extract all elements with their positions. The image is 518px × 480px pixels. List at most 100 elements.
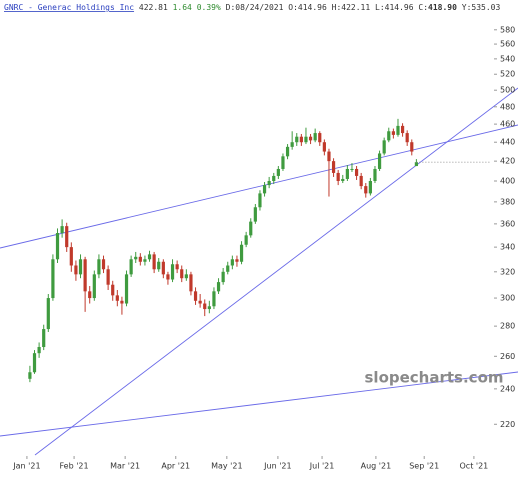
date-label: D: [226, 3, 236, 12]
candle-body [308, 136, 313, 141]
candle-body [203, 303, 207, 310]
candle-body [354, 168, 359, 176]
candle-body [239, 244, 244, 262]
high: 422.11 [341, 3, 370, 12]
candle-body [262, 185, 267, 194]
header: GNRC - Generac Holdings Inc 422.81 1.64 … [4, 3, 500, 12]
symbol[interactable]: GNRC - Generac Holdings Inc [4, 3, 134, 12]
candle-body [216, 282, 221, 292]
open-label: O: [288, 3, 298, 12]
candle-body [318, 133, 322, 143]
candle-body [226, 265, 230, 272]
candle-body [28, 372, 32, 379]
watermark: slopecharts.com [365, 369, 504, 387]
x-tick-label: Apr '21 [161, 462, 190, 471]
candle-body [88, 291, 92, 299]
y-tick-label: 400 [500, 176, 515, 185]
x-tick-label: Feb '21 [60, 462, 89, 471]
candle-body [138, 256, 142, 262]
candle-body [249, 221, 253, 236]
candle-body [161, 261, 165, 275]
candle-body [359, 175, 363, 187]
candle-body [115, 295, 119, 301]
candle-body [391, 131, 395, 135]
last-price: 422.81 [139, 3, 168, 12]
y-tick-label: 360 [500, 219, 515, 228]
candle-body [32, 353, 37, 373]
candle-body [410, 142, 414, 152]
candle-body [373, 168, 377, 181]
trend-lines [0, 87, 518, 456]
candle-body [322, 142, 326, 152]
candle-body [69, 247, 73, 266]
y-tick-label: 320 [500, 267, 515, 276]
candle-body [414, 162, 418, 167]
candle-body [368, 180, 372, 194]
candle-body [120, 300, 124, 304]
candle-body [336, 172, 340, 181]
candle-body [345, 168, 349, 179]
candle-body [304, 136, 308, 143]
change: 1.64 [173, 3, 192, 12]
candle-body [51, 259, 55, 299]
y-tick-label: 560 [500, 40, 515, 49]
close-label: C: [418, 3, 428, 12]
x-tick-label: Jun '21 [263, 462, 291, 471]
change-pct: 0.39% [197, 3, 221, 12]
candle-body [106, 269, 110, 285]
candle-body [400, 125, 405, 134]
candle-body [341, 178, 345, 181]
y-tick-label: 500 [500, 86, 515, 95]
y-tick-label: 580 [500, 25, 515, 34]
candle-body [74, 265, 78, 275]
candle-body [189, 274, 193, 292]
candle-body [387, 131, 391, 141]
x-tick-label: Mar '21 [110, 462, 140, 471]
candle-body [276, 168, 280, 176]
candle-body [42, 329, 46, 348]
y-value: 535.03 [471, 3, 500, 12]
y-tick-label: 540 [500, 54, 515, 63]
candle-body [382, 140, 386, 154]
candle-body [55, 233, 60, 260]
x-tick-label: Jul '21 [309, 462, 335, 471]
y-tick-label: 440 [500, 138, 515, 147]
candle-body [267, 180, 271, 186]
candle-body [272, 175, 276, 181]
date: 08/24/2021 [235, 3, 283, 12]
candle-body [143, 259, 147, 262]
candle-body [198, 300, 202, 304]
candle-body [46, 298, 50, 330]
candle-body [101, 259, 106, 270]
candle-body [212, 291, 216, 307]
candle-body [331, 161, 336, 173]
candle-body [152, 254, 156, 270]
y-tick-label: 480 [500, 102, 515, 111]
x-tick-label: Oct '21 [460, 462, 489, 471]
candle-body [396, 125, 400, 135]
low-label: L: [375, 3, 385, 12]
y-tick-label: 520 [500, 70, 515, 79]
candle-body [281, 156, 285, 169]
candle-body [124, 274, 129, 304]
y-tick-label: 340 [500, 243, 515, 252]
y-tick-label: 240 [500, 384, 515, 393]
candle-body [184, 274, 188, 279]
candle-body [405, 133, 409, 143]
y-tick-label: 300 [500, 294, 515, 303]
candle-body [60, 226, 64, 234]
candle-body [157, 261, 161, 270]
candle-body [295, 136, 299, 143]
candle-body [377, 153, 382, 169]
candle-body [193, 291, 198, 301]
candle-body [111, 284, 115, 296]
candle-body [134, 256, 138, 260]
y-tick-label: 280 [500, 322, 515, 331]
candle-body [170, 264, 175, 280]
trend-line [0, 124, 518, 249]
candle-body [37, 347, 41, 354]
trend-line [34, 87, 518, 456]
x-tick-label: May '21 [211, 462, 242, 471]
x-tick-label: Jan '21 [12, 462, 40, 471]
